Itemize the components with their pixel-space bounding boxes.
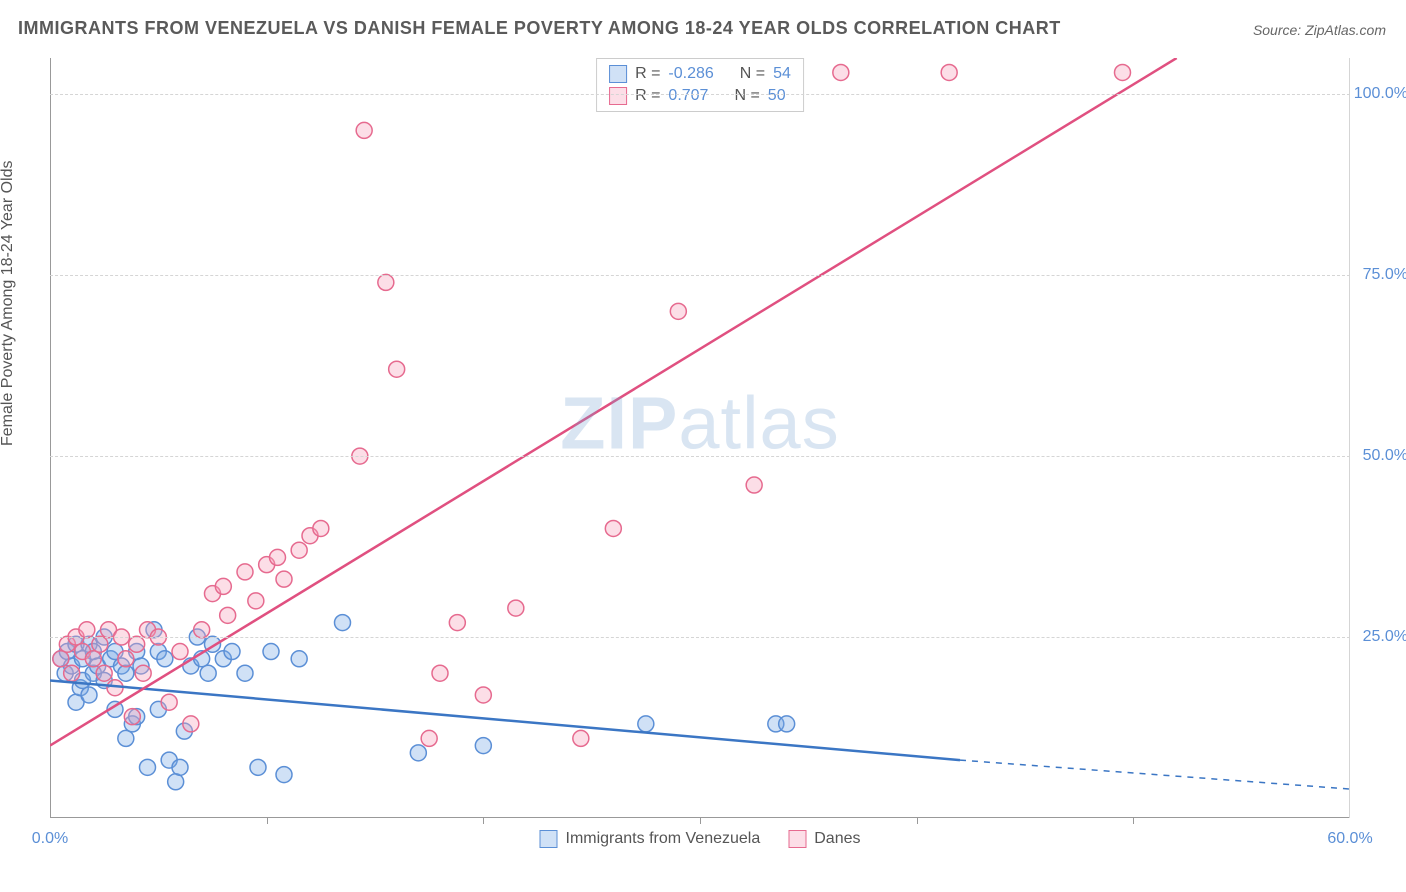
legend-label: Danes <box>814 830 860 848</box>
legend-swatch <box>788 830 806 848</box>
data-point <box>421 730 437 746</box>
data-point <box>573 730 589 746</box>
data-point <box>410 745 426 761</box>
data-point <box>941 64 957 80</box>
data-point <box>378 274 394 290</box>
data-point <box>183 716 199 732</box>
data-point <box>118 730 134 746</box>
data-point <box>389 361 405 377</box>
data-point <box>605 520 621 536</box>
data-point <box>250 759 266 775</box>
data-point <box>85 651 101 667</box>
n-label: N = <box>740 63 765 85</box>
chart-title: IMMIGRANTS FROM VENEZUELA VS DANISH FEMA… <box>18 18 1061 39</box>
x-tick-mark <box>1133 818 1134 824</box>
data-point <box>449 615 465 631</box>
data-point <box>291 651 307 667</box>
data-point <box>263 644 279 660</box>
legend-swatch <box>540 830 558 848</box>
gridline <box>50 637 1350 638</box>
data-point <box>237 564 253 580</box>
data-point <box>276 767 292 783</box>
data-point <box>172 759 188 775</box>
data-point <box>313 520 329 536</box>
r-label: R = <box>635 63 660 85</box>
data-point <box>248 593 264 609</box>
n-value: 50 <box>768 85 786 107</box>
correlation-legend: R =-0.286N =54R =0.707N =50 <box>596 58 804 112</box>
r-value: 0.707 <box>668 85 708 107</box>
data-point <box>356 122 372 138</box>
x-tick-label: 60.0% <box>1327 830 1372 848</box>
legend-swatch <box>609 87 627 105</box>
r-value: -0.286 <box>668 63 713 85</box>
data-point <box>670 303 686 319</box>
gridline <box>50 275 1350 276</box>
gridline <box>50 94 1350 95</box>
data-point <box>124 709 140 725</box>
data-point <box>638 716 654 732</box>
data-point <box>335 615 351 631</box>
data-point <box>81 687 97 703</box>
data-point <box>270 549 286 565</box>
data-point <box>432 665 448 681</box>
source-attribution: Source: ZipAtlas.com <box>1253 22 1386 38</box>
data-point <box>746 477 762 493</box>
data-point <box>92 636 108 652</box>
gridline <box>50 456 1350 457</box>
x-tick-mark <box>917 818 918 824</box>
data-point <box>79 622 95 638</box>
legend-item: Immigrants from Venezuela <box>540 830 761 848</box>
data-point <box>140 759 156 775</box>
data-point <box>168 774 184 790</box>
scatter-chart: ZIPatlas R =-0.286N =54R =0.707N =50 Imm… <box>50 58 1350 818</box>
legend-label: Immigrants from Venezuela <box>566 830 761 848</box>
y-axis-label: Female Poverty Among 18-24 Year Olds <box>0 161 17 447</box>
data-point <box>224 644 240 660</box>
data-point <box>172 644 188 660</box>
data-point <box>161 694 177 710</box>
trend-line <box>50 58 1177 746</box>
data-point <box>118 651 134 667</box>
data-point <box>194 622 210 638</box>
r-label: R = <box>635 85 660 107</box>
data-point <box>276 571 292 587</box>
data-point <box>220 607 236 623</box>
data-point <box>779 716 795 732</box>
n-value: 54 <box>773 63 791 85</box>
data-point <box>157 651 173 667</box>
x-tick-mark <box>483 818 484 824</box>
n-label: N = <box>734 85 759 107</box>
y-tick-label: 50.0% <box>1363 447 1406 465</box>
data-point <box>64 665 80 681</box>
x-tick-mark <box>700 818 701 824</box>
data-point <box>237 665 253 681</box>
legend-row: R = -0.286 N = 54 <box>609 63 791 85</box>
data-point <box>215 578 231 594</box>
data-point <box>291 542 307 558</box>
x-tick-label: 0.0% <box>32 830 68 848</box>
y-tick-label: 25.0% <box>1363 628 1406 646</box>
y-tick-label: 100.0% <box>1354 85 1406 103</box>
legend-item: Danes <box>788 830 860 848</box>
data-point <box>53 651 69 667</box>
data-point <box>475 687 491 703</box>
series-legend: Immigrants from Venezuela Danes <box>540 830 861 848</box>
data-point <box>508 600 524 616</box>
data-point <box>200 665 216 681</box>
data-point <box>118 665 134 681</box>
data-point <box>1115 64 1131 80</box>
trend-line-extrapolated <box>960 760 1350 789</box>
plot-area <box>50 58 1350 818</box>
y-tick-label: 75.0% <box>1363 266 1406 284</box>
data-point <box>135 665 151 681</box>
legend-swatch <box>609 65 627 83</box>
legend-row: R = 0.707 N = 50 <box>609 85 791 107</box>
x-tick-mark <box>267 818 268 824</box>
data-point <box>833 64 849 80</box>
data-point <box>96 665 112 681</box>
data-point <box>129 636 145 652</box>
data-point <box>475 738 491 754</box>
